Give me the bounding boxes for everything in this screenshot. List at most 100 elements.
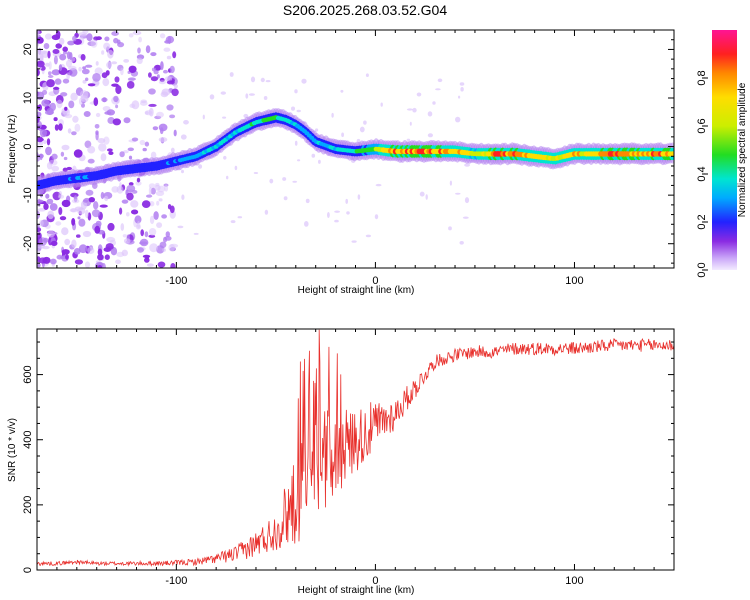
spectrogram-noise-blob	[53, 55, 58, 65]
spectrogram-noise-blob	[94, 81, 100, 86]
spectrogram-noise-blob	[54, 124, 59, 131]
spectrogram-noise-blob	[380, 102, 383, 107]
spectrogram-noise-blob	[126, 81, 135, 89]
spectrogram-noise-blob	[47, 230, 55, 238]
spectrogram-noise-blob	[304, 221, 309, 227]
spectrogram-noise-blob	[64, 106, 68, 111]
spectrogram-noise-blob	[169, 114, 176, 119]
y-tick-label: 600	[22, 365, 34, 383]
spectrogram-noise-blob	[93, 201, 99, 210]
spectrogram-noise-blob	[327, 212, 330, 218]
snr-y-axis-title: SNR (10 * v/v)	[7, 418, 18, 482]
spectrogram-noise-blob	[45, 33, 52, 40]
spectrogram-noise-blob	[305, 198, 310, 204]
spectrogram-noise-blob	[139, 238, 149, 247]
spectrogram-noise-blob	[60, 92, 68, 97]
spectrogram-noise-blob	[148, 88, 156, 95]
spectrogram-noise-blob	[167, 204, 172, 210]
spectrogram-noise-blob	[136, 177, 141, 183]
spectrogram-noise-blob	[169, 65, 175, 74]
spectrogram-noise-blob	[296, 109, 301, 113]
spectrogram-noise-blob	[111, 31, 119, 36]
spectrogram-noise-blob	[291, 106, 295, 111]
spectrogram-noise-blob	[198, 164, 203, 169]
spectrogram-noise-blob	[107, 222, 115, 231]
spectrogram-noise-blob	[462, 216, 469, 219]
spectrogram-noise-blob	[87, 158, 95, 164]
spectrogram-noise-blob	[104, 36, 110, 42]
spectrogram-noise-blob	[49, 102, 56, 112]
spectrogram-noise-blob	[51, 165, 60, 172]
colorbar-title: Normalized spectral amplitude	[737, 82, 748, 217]
x-tick-label: 0	[372, 575, 378, 587]
spectrogram-noise-blob	[49, 258, 57, 265]
spectrogram-noise-blob	[51, 69, 61, 76]
spectrogram-noise-blob	[39, 128, 48, 138]
spectrogram-noise-blob	[234, 165, 238, 171]
spectrogram-noise-blob	[406, 108, 413, 111]
spectrogram-noise-blob	[166, 104, 174, 111]
spectrogram-noise-blob	[48, 61, 52, 70]
spectrogram-noise-blob	[427, 111, 433, 117]
spectrogram-noise-blob	[283, 196, 288, 201]
spectrogram-noise-blob	[44, 110, 54, 115]
spectrogram-noise-blob	[136, 221, 141, 229]
spectrogram-noise-blob	[46, 198, 54, 205]
spectrogram-noise-blob	[54, 78, 62, 85]
spectrogram-noise-blob	[64, 114, 73, 119]
spectrogram-noise-blob	[37, 60, 45, 68]
colorbar-tick-label: 0.0	[696, 262, 708, 277]
spectrogram-noise-blob	[245, 93, 249, 99]
spectrogram-noise-blob	[66, 166, 72, 171]
spectrogram-noise-blob	[294, 89, 298, 94]
spectrogram-noise-blob	[48, 159, 58, 166]
spectrogram-noise-blob	[102, 78, 110, 87]
spectrogram-noise-blob	[264, 209, 269, 215]
spectrogram-noise-blob	[107, 49, 114, 59]
spectrogram-noise-blob	[115, 259, 121, 265]
spectrogram-noise-blob	[135, 181, 142, 186]
spectrogram-noise-blob	[282, 177, 287, 181]
spectrogram-noise-blob	[101, 50, 105, 55]
spectrogram-noise-blob	[181, 194, 185, 200]
spectrogram-noise-blob	[455, 116, 461, 123]
spectrogram-noise-blob	[65, 59, 73, 68]
spectrogram-noise-blob	[334, 210, 340, 213]
spectrogram-noise-blob	[131, 137, 139, 142]
spectrogram-noise-blob	[416, 92, 422, 97]
spectrogram-noise-blob	[150, 52, 157, 57]
spectrogram-noise-blob	[153, 70, 159, 75]
spectrogram-noise-blob	[65, 254, 69, 260]
spectrogram-noise-blob	[111, 61, 118, 65]
spectrogram-noise-blob	[80, 54, 86, 61]
spectrogram-noise-blob	[87, 246, 95, 255]
spectrogram-noise-blob	[97, 265, 103, 268]
y-tick-label: 0	[22, 144, 34, 150]
spectrogram-noise-blob	[122, 150, 129, 154]
y-tick-label: -10	[22, 187, 34, 203]
spectrogram-noise-blob	[292, 180, 298, 183]
colorbar-tick-label: 0.4	[696, 166, 708, 181]
spectrogram-noise-blob	[432, 101, 436, 105]
spectrogram-noise-blob	[63, 156, 68, 161]
spectrogram-noise-blob	[122, 234, 128, 238]
snr-series-line	[37, 329, 674, 567]
spectrogram-noise-blob	[70, 92, 78, 101]
spectrogram-noise-blob	[74, 259, 83, 265]
spectrogram-noise-blob	[144, 141, 150, 147]
spectrogram-noise-blob	[126, 184, 136, 193]
spectrogram-noise-blob	[139, 139, 146, 146]
spectrogram-noise-blob	[80, 200, 87, 210]
spectrogram-noise-blob	[73, 149, 83, 158]
spectrogram-noise-blob	[115, 104, 119, 109]
spectrogram-noise-blob	[49, 203, 58, 211]
spectrogram-noise-blob	[173, 129, 177, 137]
spectrogram-noise-blob	[59, 37, 65, 45]
spectrogram-noise-blob	[104, 111, 112, 115]
spectrogram-noise-blob	[101, 97, 108, 103]
spectrogram-noise-blob	[82, 230, 92, 238]
spectrogram-noise-blob	[226, 175, 229, 180]
spectrogram-noise-blob	[119, 151, 125, 158]
spectrogram-noise-blob	[77, 216, 81, 220]
